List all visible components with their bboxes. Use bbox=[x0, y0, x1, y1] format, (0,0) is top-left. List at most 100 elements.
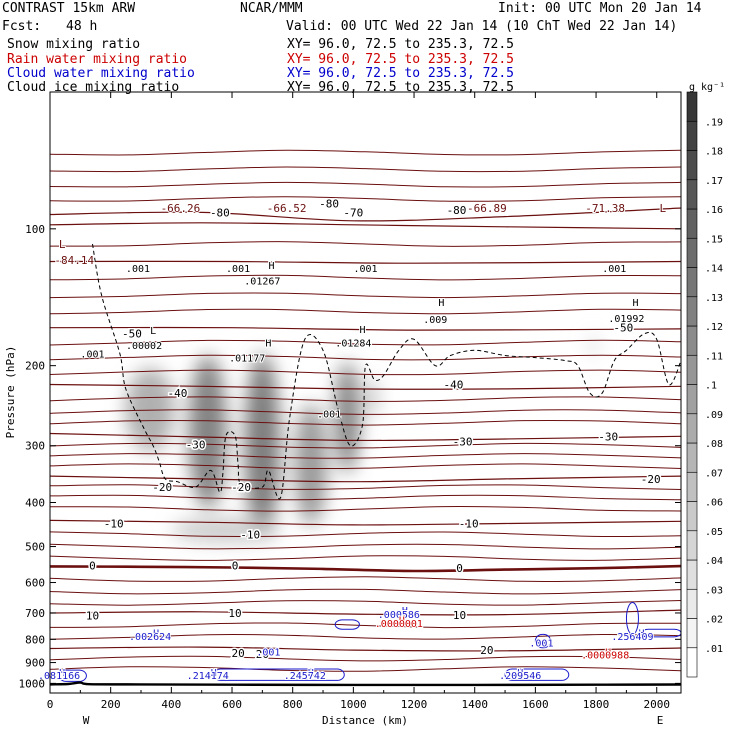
isotherm-minor-line bbox=[50, 555, 681, 561]
isotherm-label: 20 bbox=[256, 648, 269, 661]
isotherm-label: 10 bbox=[228, 607, 241, 620]
temperature-extreme-value: -71.38 bbox=[585, 202, 625, 215]
isotherm-line bbox=[50, 432, 681, 442]
isotherm-minor-line bbox=[50, 196, 681, 202]
x-tick-label: 0 bbox=[47, 698, 54, 711]
cloud-water-contour bbox=[641, 628, 681, 638]
isotherm-minor-line bbox=[50, 494, 681, 501]
colorbar-level-label: .15 bbox=[705, 234, 723, 245]
x-tick-label: 2000 bbox=[643, 698, 670, 711]
isotherm-label: 20 bbox=[231, 647, 244, 660]
x-tick-label: 400 bbox=[161, 698, 181, 711]
colorbar-swatch bbox=[686, 530, 698, 561]
isotherm-zero-line bbox=[50, 564, 681, 573]
surface-terrain-line bbox=[50, 681, 681, 687]
isotherm-minor-line bbox=[50, 181, 681, 188]
rain-label: .0000001 bbox=[375, 619, 423, 630]
valid-time: Valid: 00 UTC Wed 22 Jan 14 (10 ChT Wed … bbox=[286, 19, 678, 34]
cloud-water-contours bbox=[58, 602, 681, 682]
cloud-water-label: .001 bbox=[529, 638, 553, 649]
isotherm-minor-line bbox=[50, 666, 681, 672]
isotherm-label: 10 bbox=[86, 609, 99, 622]
colorbar-swatch bbox=[686, 413, 698, 444]
isotherm-minor-line bbox=[50, 453, 681, 459]
snow-label: .01177 bbox=[229, 354, 265, 365]
temperature-extreme-value: -66.26 bbox=[161, 202, 201, 215]
colorbar-swatch bbox=[686, 296, 698, 327]
isotherm-minor-line bbox=[50, 506, 681, 512]
isotherm-line bbox=[50, 475, 681, 483]
snow-shading bbox=[125, 332, 599, 544]
colorbar-swatch bbox=[686, 208, 698, 239]
cloud-water-label: H bbox=[59, 668, 65, 679]
snow-label: .001 bbox=[317, 410, 341, 421]
temperature-low-marker: L bbox=[659, 202, 666, 215]
x-tick-label: 800 bbox=[283, 698, 303, 711]
colorbar-swatch bbox=[686, 384, 698, 415]
cloud-ice-contour bbox=[92, 243, 681, 500]
isotherm-line bbox=[50, 326, 681, 331]
isotherm-minor-line bbox=[50, 308, 681, 315]
isotherm-label: -30 bbox=[186, 438, 206, 451]
field-xy-snow: XY= 96.0, 72.5 to 235.3, 72.5 bbox=[287, 37, 514, 52]
isotherm-minor-line bbox=[50, 543, 681, 550]
init-time: Init: 00 UTC Mon 20 Jan 14 bbox=[498, 1, 702, 16]
isotherm-minor-lines bbox=[50, 149, 681, 672]
isotherm-minor-line bbox=[50, 274, 681, 281]
temperature-low-marker: L bbox=[59, 238, 66, 251]
isotherm-label: -80 bbox=[319, 198, 339, 211]
x-tick-label: 1200 bbox=[401, 698, 428, 711]
snow-shading-blob bbox=[364, 378, 379, 417]
isotherm-minor-line bbox=[50, 531, 681, 538]
snow-label: .01992 bbox=[608, 314, 644, 325]
isotherm-minor-line bbox=[50, 655, 681, 662]
colorbar-swatch bbox=[686, 237, 698, 268]
cloud-water-label: .081166 bbox=[38, 671, 80, 682]
isotherm-label: -20 bbox=[641, 473, 661, 486]
isotherm-minor-line bbox=[50, 292, 681, 299]
axes: 0 200 400 600 800 1000 1200 1400 1600 1800 2000100… bbox=[19, 92, 681, 711]
snow-label: H bbox=[359, 325, 365, 336]
isotherm-minor-line bbox=[50, 339, 681, 346]
x-tick-label: 600 bbox=[222, 698, 242, 711]
fcst-value: 48 h bbox=[66, 19, 98, 34]
colorbar-unit-label: g kg⁻¹ bbox=[689, 82, 725, 93]
colorbar-level-label: .06 bbox=[705, 498, 723, 509]
field-xy-cloud-ice: XY= 96.0, 72.5 to 235.3, 72.5 bbox=[287, 80, 514, 95]
snow-shading-blob bbox=[587, 332, 599, 357]
isotherm-minor-line bbox=[50, 484, 681, 490]
isotherm-label: -20 bbox=[231, 481, 251, 494]
colorbar-swatch bbox=[686, 120, 698, 151]
snow-label: .001 bbox=[226, 264, 250, 275]
colorbar-level-label: .18 bbox=[705, 147, 723, 158]
colorbar-level-label: .11 bbox=[705, 351, 723, 362]
y-tick-label: 900 bbox=[25, 657, 45, 670]
isotherm-label: -70 bbox=[343, 206, 363, 219]
colorbar-level-label: .09 bbox=[705, 410, 723, 421]
cloud-water-contour bbox=[213, 668, 345, 681]
x-tick-label: 1000 bbox=[340, 698, 367, 711]
snow-label: .001 bbox=[602, 264, 626, 275]
cloud-water-label: H bbox=[517, 668, 523, 679]
model-title: CONTRAST 15km ARW bbox=[2, 1, 136, 16]
colorbar-swatch bbox=[686, 588, 698, 619]
field-name-snow: Snow mixing ratio bbox=[7, 37, 141, 52]
cloud-water-contour bbox=[58, 669, 87, 682]
colorbar-swatch bbox=[686, 91, 698, 122]
colorbar-level-label: .04 bbox=[705, 556, 723, 567]
isotherm-label: -80 bbox=[447, 204, 467, 217]
x-tick-label: 1600 bbox=[522, 698, 549, 711]
cloud-water-label: H bbox=[211, 668, 217, 679]
y-tick-label: 600 bbox=[25, 577, 45, 590]
colorbar-swatch bbox=[686, 559, 698, 590]
isotherm-label: -30 bbox=[598, 430, 618, 443]
isotherm-line bbox=[50, 609, 681, 616]
snow-label: H bbox=[268, 261, 274, 272]
fcst-label: Fcst: bbox=[2, 19, 42, 34]
colorbar-level-label: .02 bbox=[705, 615, 723, 626]
isotherm-minor-line bbox=[50, 354, 681, 361]
isotherm-label: -40 bbox=[444, 378, 464, 391]
isotherm-line bbox=[50, 222, 681, 230]
colorbar-swatch bbox=[686, 325, 698, 356]
